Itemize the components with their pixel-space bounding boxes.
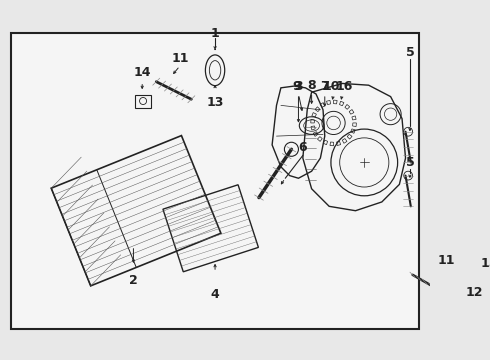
Text: 5: 5 [406, 46, 415, 59]
Text: 8: 8 [307, 79, 316, 92]
Text: 4: 4 [211, 288, 220, 301]
Text: 11: 11 [171, 52, 189, 66]
Text: 6: 6 [298, 141, 307, 154]
Text: 11: 11 [437, 254, 455, 267]
Text: 1: 1 [211, 27, 220, 40]
Text: 7: 7 [320, 80, 329, 93]
Text: 16: 16 [335, 80, 353, 93]
Text: 2: 2 [129, 274, 138, 287]
Text: 10: 10 [323, 80, 341, 93]
Text: 3: 3 [294, 80, 303, 93]
Text: 13: 13 [206, 96, 224, 109]
Text: 9: 9 [293, 80, 301, 93]
Text: 14: 14 [133, 66, 151, 80]
Text: 12: 12 [465, 286, 483, 299]
Text: 15: 15 [481, 257, 490, 270]
Text: 5: 5 [406, 156, 415, 169]
